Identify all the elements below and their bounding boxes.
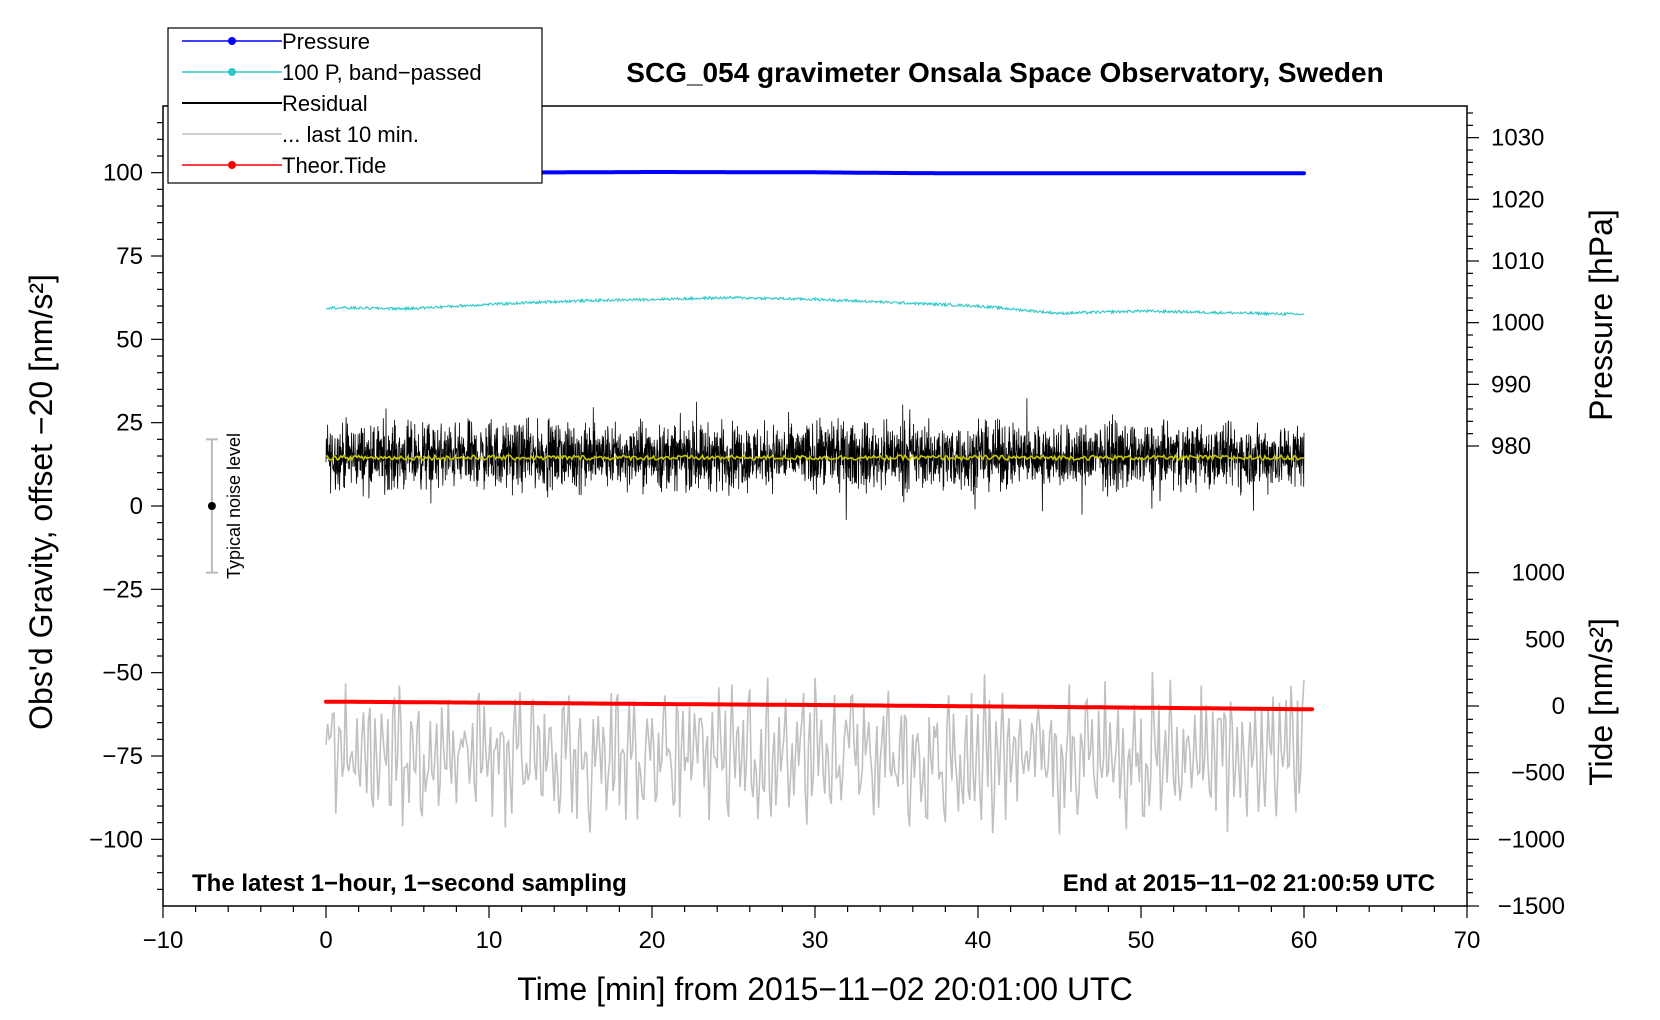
y-pressure-tick-label: 1030: [1491, 125, 1544, 152]
y-left-tick-label: 100: [103, 160, 143, 187]
plot-frame: [162, 105, 1468, 907]
legend-label: Residual: [282, 91, 368, 116]
y-left-tick-label: −25: [102, 576, 143, 603]
y-pressure-tick-label: 1010: [1491, 248, 1544, 275]
y-pressure-tick-label: 1020: [1491, 186, 1544, 213]
legend-swatch-marker: [228, 68, 236, 76]
x-tick-label: 70: [1454, 927, 1481, 954]
x-tick-label: 10: [476, 927, 503, 954]
y-tide-tick-label: 0: [1552, 693, 1565, 720]
x-tick-label: 40: [965, 927, 992, 954]
chart-title: SCG_054 gravimeter Onsala Space Observat…: [626, 57, 1383, 88]
x-tick-label: 0: [319, 927, 332, 954]
y-axis-title-pressure: Pressure [hPa]: [1583, 209, 1619, 421]
legend: Pressure 100 P, band−passed Residual ... la…: [167, 27, 543, 184]
series-last-10-min-line: [325, 671, 1305, 835]
axis-ticks: −10 0 10 20 30 40 50 60 701007550250−25−50−75−10…: [89, 112, 1565, 954]
series-layer: [324, 170, 1315, 835]
footer-end-time: End at 2015−11−02 21:00:59 UTC: [1063, 870, 1435, 897]
x-axis-title: Time [min] from 2015−11−02 20:01:00 UTC: [517, 971, 1132, 1007]
y-pressure-tick-label: 990: [1491, 371, 1531, 398]
footer-sampling-note: The latest 1−hour, 1−second sampling: [192, 870, 627, 897]
y-axis-title-left: Obs'd Gravity, offset −20 [nm/s²]: [23, 274, 59, 730]
x-tick-label: −10: [143, 927, 184, 954]
legend-label: Pressure: [282, 29, 370, 54]
x-tick-label: 30: [802, 927, 829, 954]
y-pressure-tick-label: 1000: [1491, 310, 1544, 337]
legend-label: ... last 10 min.: [282, 122, 419, 147]
plot-border: [162, 105, 1468, 907]
legend-swatch-marker: [228, 161, 236, 169]
series-residual-mean-line: [325, 453, 1305, 462]
y-left-tick-label: 25: [116, 410, 143, 437]
y-tide-tick-label: −1000: [1498, 826, 1565, 853]
legend-box: [167, 27, 543, 184]
y-left-tick-label: 0: [130, 493, 143, 520]
x-tick-label: 20: [639, 927, 666, 954]
y-tide-tick-label: 1000: [1512, 560, 1565, 587]
legend-label: 100 P, band−passed: [282, 60, 482, 85]
y-left-tick-label: −50: [102, 660, 143, 687]
noise-level-marker: Typical noise level: [205, 433, 244, 579]
y-left-tick-label: −100: [89, 826, 143, 853]
noise-level-dot: [207, 502, 216, 510]
x-tick-label: 60: [1291, 927, 1318, 954]
y-pressure-tick-label: 980: [1491, 433, 1531, 460]
noise-level-label: Typical noise level: [224, 433, 244, 579]
y-tide-tick-label: 500: [1525, 626, 1565, 653]
y-left-tick-label: 75: [116, 243, 143, 270]
x-tick-label: 50: [1128, 927, 1155, 954]
series-residual-line: [325, 398, 1305, 521]
y-axis-title-tide: Tide [nm/s²]: [1583, 618, 1619, 786]
legend-swatch-marker: [228, 37, 236, 45]
y-left-tick-label: 50: [116, 326, 143, 353]
y-tide-tick-label: −1500: [1498, 893, 1565, 920]
legend-label: Theor.Tide: [282, 153, 386, 178]
y-left-tick-label: −75: [102, 743, 143, 770]
series-theor-tide-line: [324, 699, 1315, 712]
series-band-passed-line: [325, 295, 1305, 317]
y-tide-tick-label: −500: [1511, 760, 1565, 787]
